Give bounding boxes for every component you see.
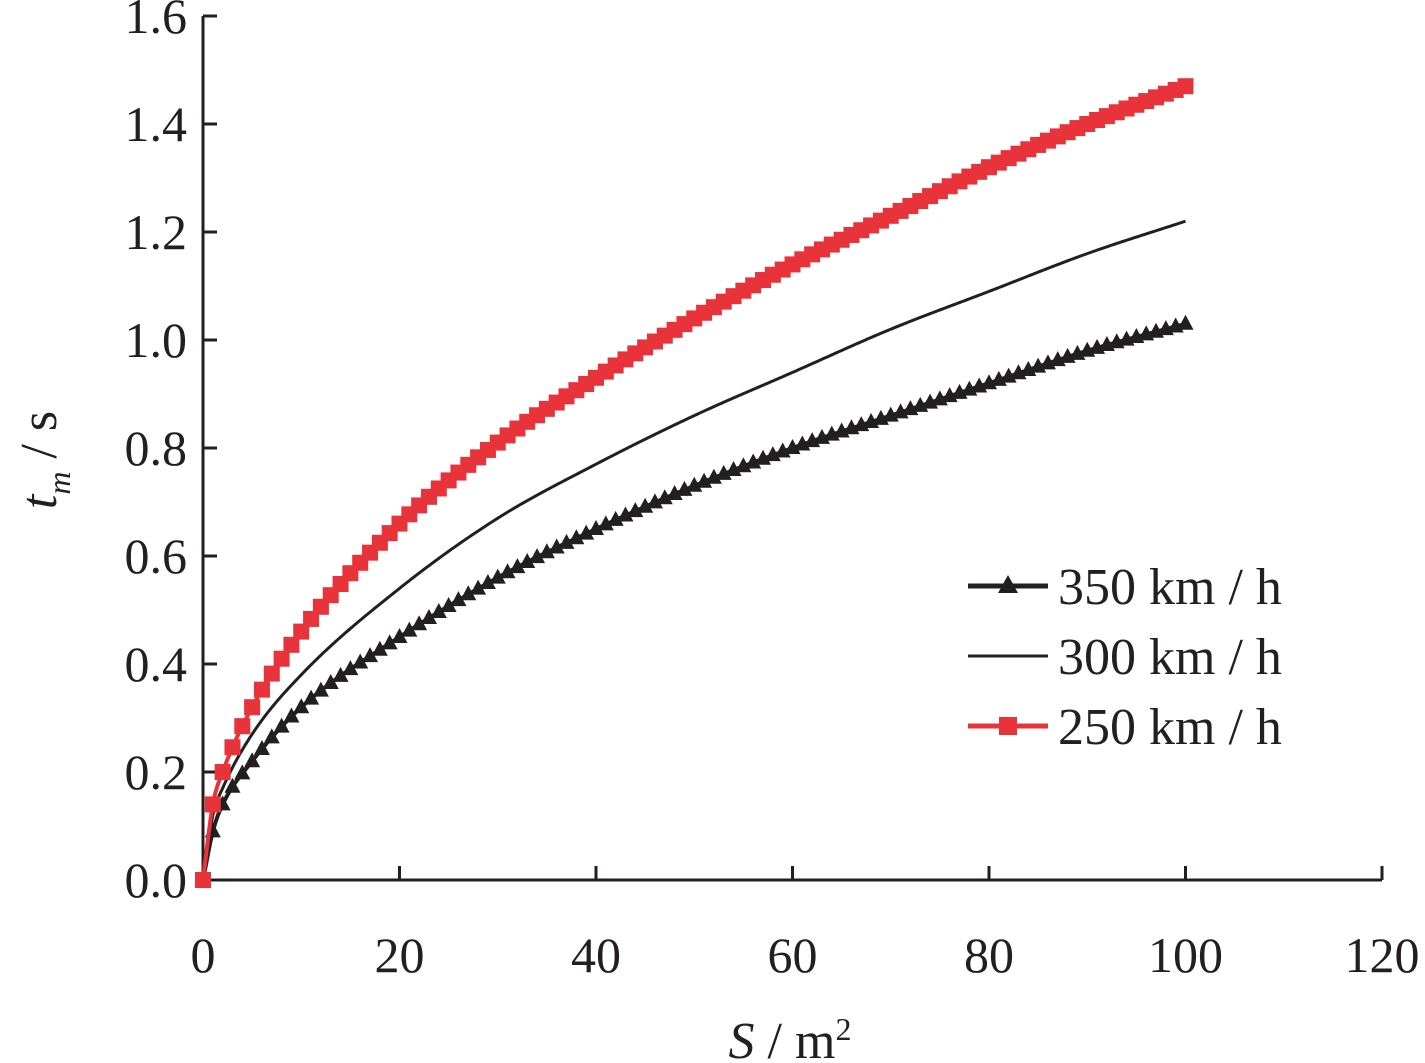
data-point: [195, 872, 211, 888]
data-point: [293, 698, 310, 714]
data-point: [735, 457, 752, 473]
data-point: [263, 728, 280, 744]
y-tick-label: 0.6: [125, 528, 188, 584]
data-point: [234, 764, 251, 780]
data-point: [617, 506, 634, 522]
data-point: [303, 610, 320, 627]
data-point: [509, 558, 526, 574]
data-point: [1177, 314, 1194, 330]
data-point: [332, 666, 349, 682]
data-point: [646, 493, 663, 509]
data-point: [558, 533, 575, 549]
legend-label: 250 km / h: [1058, 699, 1282, 756]
data-point: [342, 660, 359, 676]
data-point: [588, 520, 604, 535]
data-point: [263, 665, 280, 682]
y-tick-label: 0.2: [125, 744, 188, 800]
data-point: [519, 553, 536, 569]
x-tick-label: 100: [1148, 927, 1223, 983]
data-point: [686, 476, 703, 492]
x-tick-label: 60: [768, 927, 818, 983]
data-point: [637, 497, 654, 513]
data-point: [253, 739, 270, 755]
y-axis-label: tm / s: [11, 411, 77, 509]
data-point: [538, 543, 555, 559]
legend-marker: [999, 717, 1017, 735]
data-point: [312, 681, 329, 697]
data-point: [499, 563, 516, 579]
data-point: [204, 796, 221, 813]
data-point: [578, 524, 595, 540]
data-point: [273, 717, 290, 733]
data-point: [253, 681, 270, 698]
x-tick-label: 0: [191, 927, 216, 983]
data-point: [715, 464, 732, 480]
data-point: [627, 502, 644, 518]
data-point: [696, 472, 713, 488]
data-point: [548, 538, 565, 554]
y-tick-label: 1.2: [125, 204, 188, 260]
x-tick-label: 40: [571, 927, 621, 983]
data-point: [381, 634, 398, 650]
data-point: [214, 764, 231, 780]
data-point: [322, 674, 339, 690]
legend-marker: [998, 575, 1018, 593]
data-point: [401, 621, 418, 637]
data-point: [420, 609, 437, 625]
x-tick-label: 120: [1345, 927, 1420, 983]
data-point: [391, 628, 408, 643]
data-point: [607, 510, 624, 526]
data-point: [568, 529, 585, 545]
data-point: [283, 636, 300, 653]
y-tick-label: 0.0: [125, 852, 188, 908]
data-point: [666, 485, 683, 501]
data-point: [234, 718, 251, 735]
data-point: [656, 489, 673, 505]
data-point: [244, 752, 261, 768]
data-point: [597, 515, 614, 531]
x-tick-label: 20: [375, 927, 425, 983]
data-point: [411, 615, 428, 631]
data-point: [489, 568, 506, 584]
data-point: [303, 689, 320, 705]
data-point: [244, 699, 261, 716]
x-tick-label: 80: [964, 927, 1014, 983]
data-point: [705, 468, 722, 484]
legend-label: 350 km / h: [1058, 559, 1282, 616]
series-line: [201, 219, 1186, 881]
data-point: [224, 739, 241, 756]
y-tick-label: 0.8: [125, 420, 188, 476]
y-tick-label: 1.6: [125, 0, 188, 44]
data-point: [529, 548, 546, 564]
x-axis-label: S / m2: [729, 1011, 852, 1063]
data-point: [479, 574, 496, 590]
data-point: [362, 647, 379, 663]
plot-area: [195, 78, 1194, 888]
data-point: [1177, 78, 1194, 95]
y-tick-label: 1.4: [125, 96, 188, 152]
series-line: [201, 321, 1187, 881]
data-point: [430, 602, 447, 618]
data-point: [725, 461, 742, 477]
data-point: [676, 480, 693, 496]
data-point: [224, 777, 241, 793]
data-point: [293, 623, 310, 640]
data-point: [352, 653, 369, 669]
axes: 0 20 40 60 80 100 120 0.0 0.2 0.4 0.6 0.8 1.0 1.2 1.4 1…: [125, 0, 1420, 983]
data-point: [371, 640, 388, 656]
data-point: [460, 585, 477, 601]
y-tick-label: 1.0: [125, 312, 188, 368]
data-point: [470, 579, 487, 595]
data-point: [283, 707, 300, 723]
data-point: [440, 596, 457, 612]
y-tick-label: 0.4: [125, 636, 188, 692]
legend: 350 km / h 300 km / h 250 km / h: [968, 559, 1282, 756]
data-point: [450, 591, 467, 607]
data-point: [273, 650, 290, 667]
legend-label: 300 km / h: [1058, 629, 1282, 686]
